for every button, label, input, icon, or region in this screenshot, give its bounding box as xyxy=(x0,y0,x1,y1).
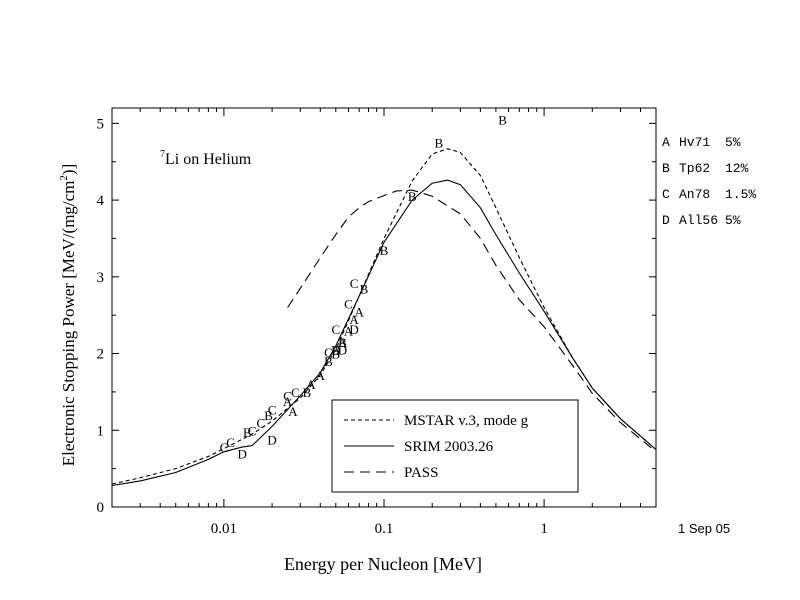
data-point-B: B xyxy=(243,425,252,440)
y-tick-label: 1 xyxy=(97,423,105,439)
series-line-2 xyxy=(111,179,657,487)
legend-label: SRIM 2003.26 xyxy=(404,439,494,455)
reference-name: All56 xyxy=(679,213,718,228)
data-point-C: C xyxy=(220,440,229,455)
data-point-C: C xyxy=(350,276,359,291)
reference-name: Hv71 xyxy=(679,135,710,150)
data-point-C: C xyxy=(324,345,333,360)
date-stamp: 1 Sep 05 xyxy=(678,521,730,536)
reference-legend: A Hv71 5% B Tp62 12% C An78 1.5% D All56 5% xyxy=(662,135,756,228)
data-point-A: A xyxy=(344,324,354,339)
x-tick-label: 1 xyxy=(540,521,548,537)
data-point-B: B xyxy=(434,136,443,151)
reference-label: C xyxy=(662,187,670,202)
data-point-B: B xyxy=(324,354,333,369)
reference-uncertainty: 5% xyxy=(725,213,741,228)
data-point-C: C xyxy=(344,297,353,312)
data-point-B: B xyxy=(338,335,347,350)
data-point-D: D xyxy=(331,343,340,358)
data-point-A: A xyxy=(338,335,348,350)
y-axis-label-after: )] xyxy=(59,164,78,175)
data-point-A: A xyxy=(349,312,359,327)
reference-label: D xyxy=(662,213,670,228)
reference-name: An78 xyxy=(679,187,710,202)
data-point-B: B xyxy=(380,243,389,258)
data-point-D: D xyxy=(338,343,347,358)
data-point-B: B xyxy=(303,385,312,400)
data-point-A: A xyxy=(316,368,326,383)
data-point-B: B xyxy=(264,408,273,423)
data-point-C: C xyxy=(248,423,257,438)
data-point-C: C xyxy=(291,385,300,400)
data-point-C: C xyxy=(331,322,340,337)
data-point-A: A xyxy=(288,404,298,419)
chart-title: 7Li on Helium xyxy=(160,149,252,168)
legend-label: PASS xyxy=(404,465,438,481)
y-axis-label-superscript: 2 xyxy=(58,175,70,181)
data-point-A: A xyxy=(283,394,293,409)
reference-name: Tp62 xyxy=(679,161,710,176)
x-axis-label: Energy per Nucleon [MeV] xyxy=(284,554,482,574)
data-point-A: A xyxy=(355,304,365,319)
series-lines xyxy=(111,148,657,487)
data-point-A: A xyxy=(306,377,316,392)
x-tick-label: 0.01 xyxy=(211,521,237,537)
chart-title-text: Li on Helium xyxy=(165,151,252,168)
y-tick-label: 3 xyxy=(97,270,105,286)
y-tick-label: 4 xyxy=(97,193,105,209)
data-point-D: D xyxy=(237,446,246,461)
y-tick-label: 5 xyxy=(97,116,105,132)
y-tick-label: 0 xyxy=(97,500,105,516)
series-legend: MSTAR v.3, mode g SRIM 2003.26 PASS xyxy=(331,399,579,493)
x-tick-label: 0.1 xyxy=(375,521,394,537)
data-point-C: C xyxy=(268,403,277,418)
reference-uncertainty: 1.5% xyxy=(725,187,756,202)
data-point-C: C xyxy=(283,389,292,404)
data-point-B: B xyxy=(408,189,417,204)
y-tick-label: 2 xyxy=(97,347,105,363)
data-point-B: B xyxy=(360,281,369,296)
data-point-C: C xyxy=(256,416,265,431)
series-line-1 xyxy=(111,148,657,485)
data-point-A: A xyxy=(331,343,341,358)
axes: 0 1 2 3 4 5 0.01 0.1 1 xyxy=(97,108,657,537)
reference-uncertainty: 12% xyxy=(725,161,749,176)
data-point-C: C xyxy=(226,435,235,450)
reference-label: A xyxy=(662,135,670,150)
reference-uncertainty: 5% xyxy=(725,135,741,150)
data-point-D: D xyxy=(349,322,358,337)
y-axis-label-before: Electronic Stopping Power [MeV/(mg/cm xyxy=(59,181,78,467)
data-point-B: B xyxy=(498,113,507,128)
reference-label: B xyxy=(662,161,670,176)
chart-title-superscript: 7 xyxy=(160,149,165,160)
data-point-D: D xyxy=(267,432,276,447)
data-point-B: B xyxy=(331,347,340,362)
legend-label: MSTAR v.3, mode g xyxy=(404,413,529,429)
y-axis-label: Electronic Stopping Power [MeV/(mg/cm2)] xyxy=(58,164,78,466)
